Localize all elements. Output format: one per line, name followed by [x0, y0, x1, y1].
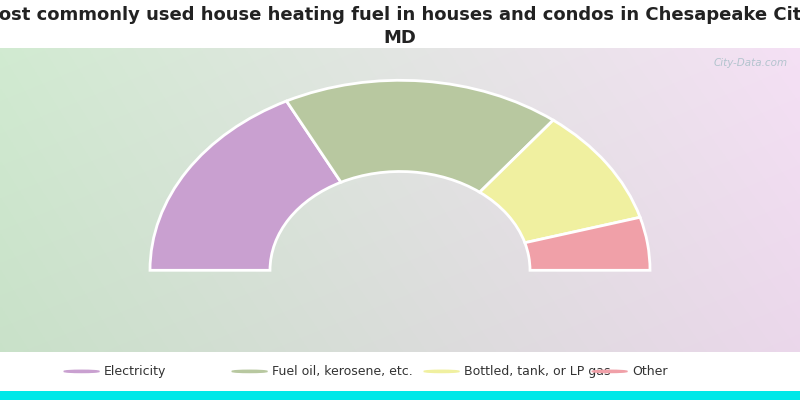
- Bar: [0, 391, 800, 400]
- Text: Bottled, tank, or LP gas: Bottled, tank, or LP gas: [464, 365, 610, 378]
- Wedge shape: [150, 101, 341, 270]
- Wedge shape: [286, 80, 554, 192]
- Text: Electricity: Electricity: [104, 365, 166, 378]
- Wedge shape: [480, 120, 640, 243]
- Text: City-Data.com: City-Data.com: [714, 58, 787, 68]
- Circle shape: [64, 370, 99, 372]
- Wedge shape: [525, 217, 650, 270]
- Circle shape: [424, 370, 459, 372]
- Text: Other: Other: [632, 365, 667, 378]
- Circle shape: [232, 370, 267, 372]
- Circle shape: [592, 370, 627, 372]
- Text: Most commonly used house heating fuel in houses and condos in Chesapeake City,
M: Most commonly used house heating fuel in…: [0, 6, 800, 47]
- Text: Fuel oil, kerosene, etc.: Fuel oil, kerosene, etc.: [272, 365, 413, 378]
